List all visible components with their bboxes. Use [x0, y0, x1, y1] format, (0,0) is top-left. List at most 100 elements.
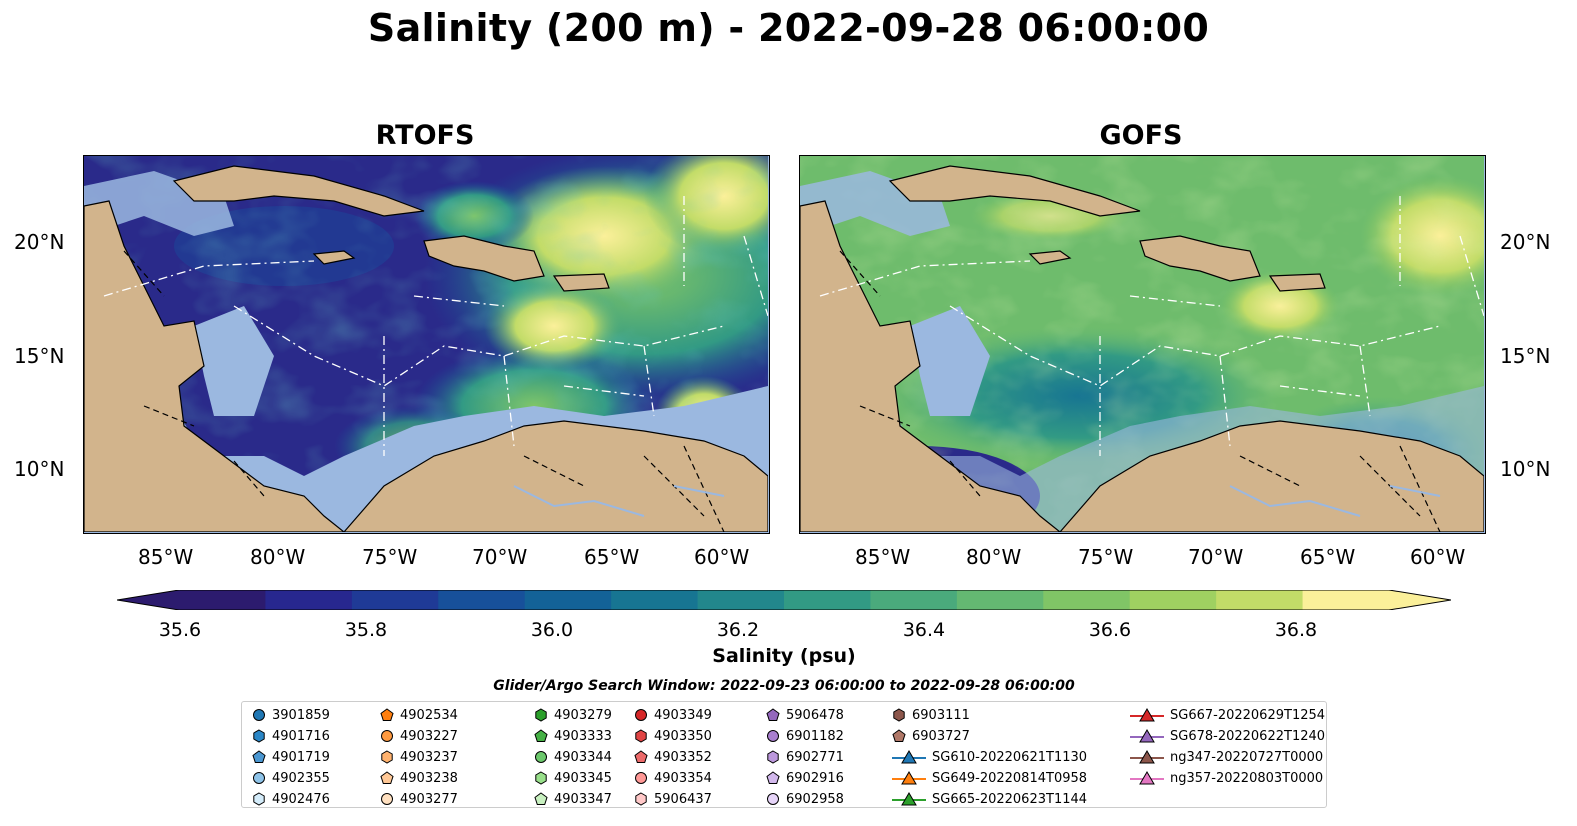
lon-tick-80w-left: 80°W — [250, 545, 306, 569]
legend-marker-icon — [253, 771, 265, 784]
colorbar-segment — [1043, 590, 1131, 610]
legend-marker-icon — [1130, 728, 1164, 742]
legend-item: 4901719 — [252, 747, 330, 767]
legend-marker-icon — [635, 728, 647, 743]
legend-label: 4903344 — [554, 749, 612, 765]
legend-marker-icon — [635, 771, 647, 784]
legend-item: 4903277 — [380, 789, 458, 809]
legend-marker-icon — [635, 791, 647, 806]
legend-item: 4902476 — [252, 789, 330, 809]
legend-label: ng357-20220803T0000 — [1170, 770, 1324, 786]
legend-label: 4903349 — [654, 707, 712, 723]
colorbar-canvas — [116, 589, 1452, 611]
legend-label: 4902355 — [272, 770, 330, 786]
lon-tick-85w-left: 85°W — [138, 545, 194, 569]
legend-marker-icon — [381, 729, 393, 742]
lon-tick-70w-right: 70°W — [1188, 545, 1244, 569]
legend-marker-icon — [892, 791, 926, 805]
legend-marker-icon — [767, 749, 779, 764]
legend-marker-icon — [767, 729, 779, 742]
legend-label: 3901859 — [272, 707, 330, 723]
colorbar-extend-low — [117, 590, 179, 610]
legend-item: SG665-20220623T1144 — [892, 789, 1087, 809]
rtofs-salinity-map[interactable] — [83, 155, 770, 534]
legend-item: 6902771 — [766, 747, 844, 767]
legend-marker-icon — [380, 770, 394, 784]
legend-label: 6903727 — [912, 728, 970, 744]
legend-item: 3901859 — [252, 705, 330, 725]
legend-title: Glider/Argo Search Window: 2022-09-23 06… — [493, 678, 1075, 694]
legend-marker-icon — [766, 770, 780, 784]
salinity-colorbar — [116, 589, 1452, 611]
legend-marker-icon — [253, 708, 265, 721]
legend-label: SG610-20220621T1130 — [932, 749, 1088, 765]
colorbar-segment — [524, 590, 612, 610]
legend-item: SG610-20220621T1130 — [892, 747, 1087, 767]
lon-tick-60w-right: 60°W — [1410, 545, 1466, 569]
lat-tick-20n-left: 20°N — [14, 230, 65, 254]
rtofs-map-canvas — [84, 156, 768, 532]
legend-label: 4902534 — [400, 707, 458, 723]
legend-marker-icon — [534, 791, 548, 805]
colorbar-segment — [784, 590, 871, 610]
lon-tick-60w-left: 60°W — [694, 545, 750, 569]
legend-item: 4902534 — [380, 705, 458, 725]
legend-marker-icon — [535, 750, 547, 763]
colorbar-segment — [956, 590, 1044, 610]
legend-item: ng357-20220803T0000 — [1130, 768, 1323, 788]
legend-item: 4901716 — [252, 726, 330, 746]
legend-marker-icon — [1130, 770, 1164, 784]
gofs-map-canvas — [800, 156, 1484, 532]
legend-item: 4903237 — [380, 747, 458, 767]
legend-label: 4903279 — [554, 707, 612, 723]
colorbar-tick-2: 36.0 — [530, 619, 574, 641]
legend-marker-icon — [892, 749, 926, 763]
legend-label: SG665-20220623T1144 — [932, 791, 1088, 807]
legend-marker-icon — [767, 792, 779, 805]
legend-label: 4903354 — [654, 770, 712, 786]
lat-tick-10n-right: 10°N — [1500, 457, 1551, 481]
legend-item: SG649-20220814T0958 — [892, 768, 1087, 788]
legend-label: 6902916 — [786, 770, 844, 786]
colorbar-segment — [611, 590, 699, 610]
legend-label: 4903227 — [400, 728, 458, 744]
legend-label: 5906478 — [786, 707, 844, 723]
legend-item: 4903344 — [534, 747, 612, 767]
legend-label: 4903345 — [554, 770, 612, 786]
legend-marker-icon — [1130, 707, 1164, 721]
lon-tick-75w-right: 75°W — [1078, 545, 1134, 569]
colorbar-tick-4: 36.4 — [902, 619, 946, 641]
legend-label: 4901719 — [272, 749, 330, 765]
colorbar-segment — [265, 590, 353, 610]
lat-tick-10n-left: 10°N — [14, 457, 65, 481]
lon-tick-80w-right: 80°W — [966, 545, 1022, 569]
legend-marker-icon — [381, 792, 393, 805]
legend-item: 4903345 — [534, 768, 612, 788]
legend-label: 6903111 — [912, 707, 970, 723]
lon-tick-85w-right: 85°W — [855, 545, 911, 569]
legend-item: SG667-20220629T1254 — [1130, 705, 1325, 725]
colorbar-tick-6: 36.8 — [1274, 619, 1318, 641]
legend-label: 6902958 — [786, 791, 844, 807]
colorbar-segment — [179, 590, 266, 610]
legend-item: 6903727 — [892, 726, 970, 746]
colorbar-segment — [870, 590, 958, 610]
colorbar-segment — [697, 590, 785, 610]
lon-tick-75w-left: 75°W — [362, 545, 418, 569]
legend-item: 4902355 — [252, 768, 330, 788]
figure-title: Salinity (200 m) - 2022-09-28 06:00:00 — [367, 6, 1210, 50]
lon-tick-70w-left: 70°W — [472, 545, 528, 569]
legend-item: 6901182 — [766, 726, 844, 746]
legend-marker-icon — [252, 749, 266, 763]
legend-item: SG678-20220622T1240 — [1130, 726, 1325, 746]
legend-label: 5906437 — [654, 791, 712, 807]
legend-label: 4903333 — [554, 728, 612, 744]
colorbar-segment — [438, 590, 526, 610]
gofs-salinity-map[interactable] — [799, 155, 1486, 534]
legend-marker-icon — [634, 749, 648, 763]
panel-title-gofs: GOFS — [1099, 120, 1183, 151]
colorbar-label: Salinity (psu) — [712, 645, 856, 667]
legend-marker-icon — [1130, 749, 1164, 763]
legend-item: 4903279 — [534, 705, 612, 725]
panel-title-rtofs: RTOFS — [375, 120, 475, 151]
